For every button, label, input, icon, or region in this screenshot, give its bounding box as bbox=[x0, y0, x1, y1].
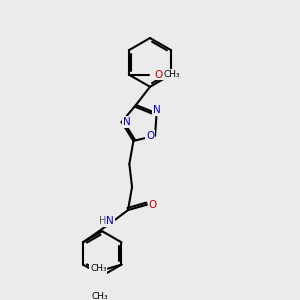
Text: N: N bbox=[153, 105, 160, 115]
Text: N: N bbox=[106, 216, 114, 226]
Text: O: O bbox=[149, 200, 157, 210]
Text: CH₃: CH₃ bbox=[91, 292, 108, 300]
Text: N: N bbox=[123, 117, 130, 127]
Text: CH₃: CH₃ bbox=[90, 264, 107, 273]
Text: O: O bbox=[154, 70, 163, 80]
Text: CH₃: CH₃ bbox=[164, 70, 181, 79]
Text: O: O bbox=[146, 130, 154, 141]
Text: H: H bbox=[99, 216, 107, 226]
